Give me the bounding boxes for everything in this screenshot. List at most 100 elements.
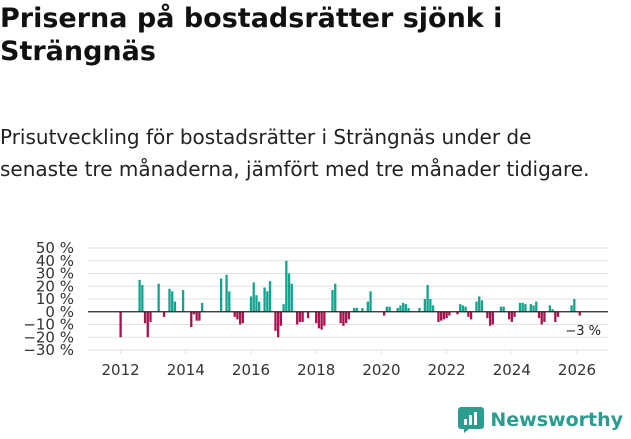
bars [119, 260, 581, 338]
bar [200, 302, 204, 312]
bar [287, 273, 291, 312]
bar [578, 311, 581, 316]
bar [342, 311, 345, 326]
newsworthy-logo: Newsworthy [458, 407, 623, 433]
bar [149, 311, 152, 322]
bar [478, 296, 481, 312]
bar [399, 305, 402, 312]
bar [423, 299, 427, 312]
bar [459, 304, 462, 312]
bar [266, 291, 269, 312]
bar [162, 311, 166, 317]
bar [334, 283, 337, 312]
x-tick-label: 2018 [297, 361, 335, 376]
bar [475, 301, 478, 312]
bar [263, 287, 266, 312]
bar [510, 311, 513, 322]
bar [195, 311, 198, 321]
bar [347, 311, 350, 320]
bar [469, 311, 473, 320]
bar [440, 311, 443, 321]
bar [190, 311, 193, 328]
bar [181, 290, 185, 312]
y-tick-label: −10 % [23, 316, 74, 334]
x-tick-label: 2020 [362, 361, 400, 376]
bar [499, 306, 503, 312]
x-tick-label: 2026 [558, 361, 596, 376]
bar [388, 306, 391, 312]
bar [141, 284, 144, 312]
bar [225, 274, 228, 312]
brand-name: Newsworthy [490, 409, 623, 431]
bar [548, 305, 552, 312]
bar [491, 311, 494, 325]
bar [551, 309, 554, 312]
bar [173, 301, 177, 312]
bar [369, 291, 372, 312]
bar [521, 302, 524, 312]
bar [198, 311, 201, 321]
page-title: Priserna på bostadsrätter sjönk i Sträng… [0, 3, 503, 67]
bar [252, 282, 255, 312]
bar [488, 311, 492, 326]
y-tick-label: 10 % [36, 290, 74, 308]
bar [138, 279, 141, 312]
bar [480, 300, 484, 312]
bar [437, 311, 440, 322]
bar [317, 311, 321, 329]
bar [146, 311, 149, 338]
bar [540, 311, 543, 325]
bar [298, 311, 302, 322]
bar [241, 311, 245, 324]
bar [315, 311, 318, 324]
bar [445, 311, 448, 319]
bar [290, 283, 293, 312]
bar [382, 311, 386, 316]
bar [464, 306, 467, 312]
bar [518, 302, 522, 312]
bar [219, 278, 223, 312]
bar [402, 302, 405, 312]
bar [532, 305, 535, 312]
bar [277, 311, 280, 338]
bar [442, 311, 446, 320]
grid-lines [88, 247, 608, 351]
y-tick-label: 40 % [36, 252, 74, 270]
bar [238, 311, 242, 325]
bar [320, 311, 323, 330]
bar [255, 295, 258, 312]
bar [192, 311, 196, 315]
bar [426, 284, 429, 312]
bar [529, 304, 532, 312]
bar [366, 301, 369, 312]
bar [407, 307, 410, 312]
bar [279, 311, 283, 326]
y-tick-label: 50 % [36, 239, 74, 257]
bar [502, 306, 505, 312]
bar [323, 311, 326, 326]
bar [331, 290, 334, 312]
bar [157, 283, 160, 312]
bar [556, 311, 560, 317]
bar [236, 311, 239, 320]
x-tick-label: 2014 [167, 361, 205, 376]
bar [119, 311, 122, 338]
y-tick-label: 0 % [45, 303, 74, 321]
bar [274, 311, 277, 331]
x-tick-label: 2022 [428, 361, 466, 376]
axes: −30 %−20 %−10 %0 %10 %20 %30 %40 %50 % 20… [23, 239, 608, 376]
last-value-label: −3 % [565, 324, 601, 339]
bar [524, 304, 527, 312]
bar [554, 311, 557, 322]
bar [228, 291, 231, 312]
bar [431, 305, 435, 312]
bar [361, 307, 364, 312]
price-change-chart: −30 %−20 %−10 %0 %10 %20 %30 %40 %50 % 20… [23, 239, 608, 376]
bar [537, 311, 541, 319]
bar [573, 299, 576, 312]
bar [339, 311, 342, 324]
bar [296, 311, 299, 325]
bar [570, 305, 573, 312]
bar [513, 311, 516, 317]
page-subtitle: Prisutveckling för bostadsrätter i Strän… [0, 125, 590, 181]
